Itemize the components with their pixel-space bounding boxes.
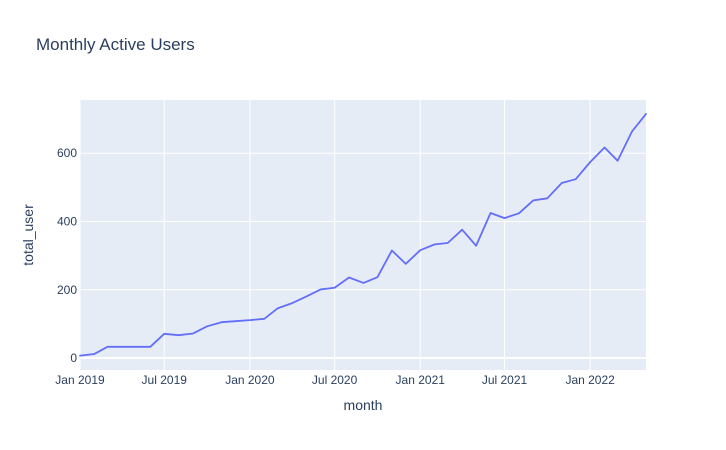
y-tick-label: 0 bbox=[70, 351, 77, 365]
x-tick-label: Jul 2019 bbox=[142, 373, 188, 387]
series-group bbox=[79, 113, 647, 357]
y-gridlines bbox=[80, 152, 646, 360]
series-line bbox=[79, 113, 647, 357]
y-axis-title: total_user bbox=[20, 204, 36, 266]
x-axis-title: month bbox=[344, 397, 383, 413]
x-gridlines bbox=[79, 100, 591, 370]
y-axis-tick-labels: 0 200 400 600 bbox=[57, 146, 77, 365]
plot-area bbox=[79, 100, 647, 370]
x-tick-label: Jan 2022 bbox=[565, 373, 615, 387]
x-tick-label: Jul 2020 bbox=[312, 373, 358, 387]
x-axis-tick-labels: Jan 2019 Jul 2019 Jan 2020 Jul 2020 Jan 2021… bbox=[55, 373, 615, 387]
x-tick-label: Jan 2021 bbox=[396, 373, 446, 387]
plot-background bbox=[80, 100, 646, 370]
x-tick-label: Jan 2019 bbox=[55, 373, 105, 387]
x-tick-label: Jan 2020 bbox=[225, 373, 275, 387]
x-tick-label: Jul 2021 bbox=[482, 373, 528, 387]
y-tick-label: 200 bbox=[57, 283, 77, 297]
chart-title: Monthly Active Users bbox=[36, 35, 195, 54]
y-tick-label: 600 bbox=[57, 146, 77, 160]
y-tick-label: 400 bbox=[57, 215, 77, 229]
